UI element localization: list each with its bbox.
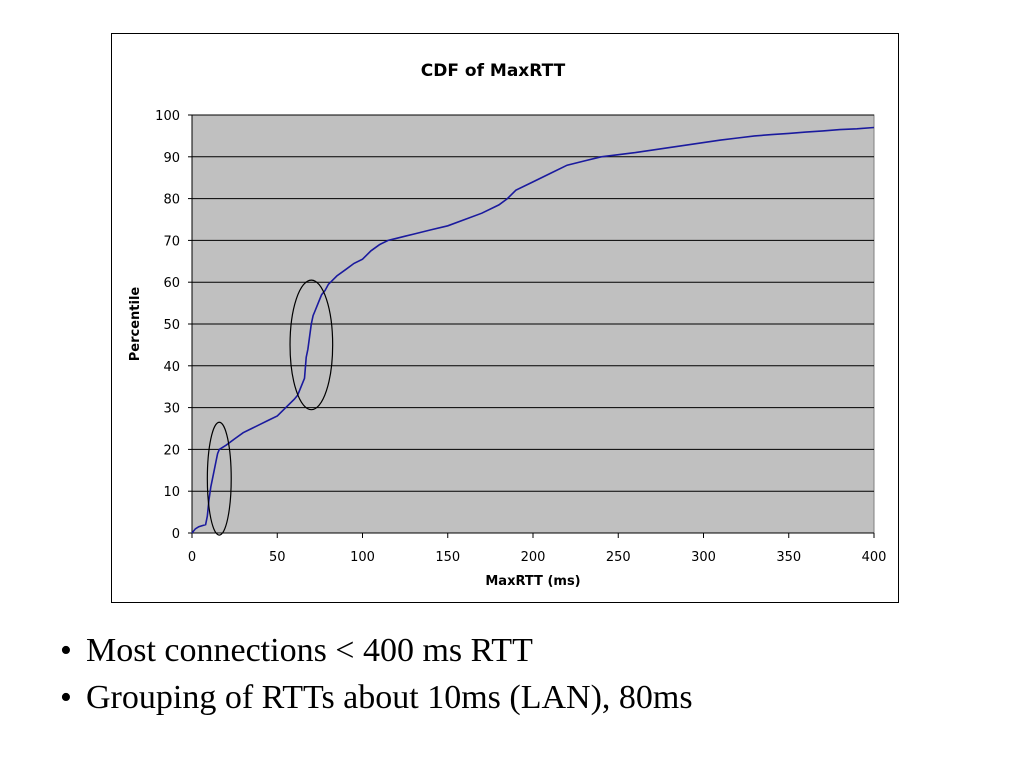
bullet-list: • Most connections < 400 ms RTT • Grouping…: [60, 627, 693, 721]
x-tick-label: 150: [435, 550, 460, 565]
y-tick-label: 70: [163, 234, 180, 249]
y-tick-label: 0: [172, 527, 180, 542]
x-tick-label: 300: [691, 550, 716, 565]
bullet-text-1: Most connections < 400 ms RTT: [86, 632, 533, 669]
bullet-item-2: • Grouping of RTTs about 10ms (LAN), 80ms: [60, 674, 693, 721]
chart-frame: 0 10 20 30 40 50 60 70 80 90 100 0 50 100 150 200 250 300…: [111, 33, 899, 603]
series-line: [191, 126, 875, 534]
cdf-chart: 0 10 20 30 40 50 60 70 80 90 100 0 50 100 150 200 250 300…: [128, 61, 887, 589]
x-tick-label: 200: [521, 550, 546, 565]
bullet-item-1: • Most connections < 400 ms RTT: [60, 627, 693, 674]
x-tick-label: 350: [776, 550, 801, 565]
y-tick-label: 60: [163, 276, 180, 291]
x-tick-label: 0: [188, 550, 196, 565]
y-tick-label: 100: [155, 109, 180, 124]
annotation-ellipse: [206, 421, 232, 536]
y-tick-label: 40: [163, 360, 180, 375]
annotation-ellipse: [289, 279, 334, 411]
y-tick-label: 80: [163, 193, 180, 208]
bullet-symbol: •: [60, 632, 72, 669]
y-tick-label: 10: [163, 485, 180, 500]
y-axis-label: Percentile: [128, 287, 143, 362]
chart-title: CDF of MaxRTT: [421, 61, 566, 81]
bullet-symbol: •: [60, 679, 72, 716]
bullet-text-2: Grouping of RTTs about 10ms (LAN), 80ms: [86, 679, 693, 716]
x-axis-label: MaxRTT (ms): [485, 574, 580, 589]
y-tick-label: 20: [163, 443, 180, 458]
y-tick-label: 50: [163, 318, 180, 333]
y-tick-label: 30: [163, 402, 180, 417]
x-tick-label: 250: [606, 550, 631, 565]
x-tick-label: 400: [862, 550, 887, 565]
x-tick-label: 100: [350, 550, 375, 565]
x-tick-label: 50: [269, 550, 286, 565]
y-tick-label: 90: [163, 151, 180, 166]
